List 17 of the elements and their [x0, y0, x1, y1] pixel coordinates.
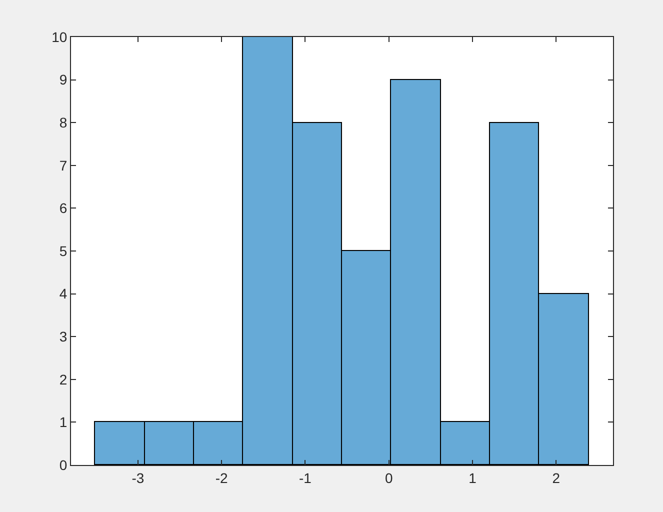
x-tick-label: 2: [552, 470, 560, 486]
y-tick-label: 2: [59, 371, 68, 388]
y-tick-label: 9: [59, 72, 68, 88]
y-tick-label: 7: [59, 157, 68, 174]
x-tick-label: -2: [215, 470, 228, 486]
y-tick-label: 4: [59, 286, 68, 302]
y-tick-label: 3: [59, 328, 68, 344]
y-tick-label: 8: [59, 114, 68, 130]
x-tick-label: -1: [298, 470, 312, 486]
y-tick-label: 0: [59, 456, 68, 473]
y-tick-label: 1: [59, 414, 68, 430]
y-tick-label: 5: [59, 242, 68, 259]
x-tick-label: -3: [132, 470, 144, 486]
x-tick-label: 0: [384, 470, 393, 486]
y-tick-label: 10: [52, 28, 68, 45]
x-tick-label: 1: [468, 470, 477, 486]
y-tick-label: 6: [59, 200, 68, 216]
